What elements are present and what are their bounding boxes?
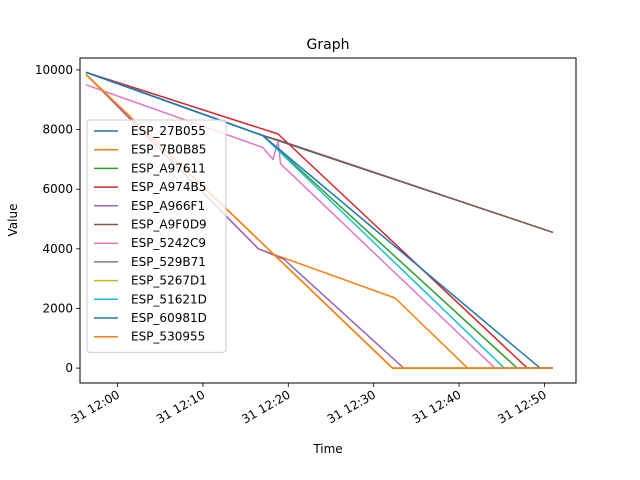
y-tick-label: 0 (65, 361, 73, 375)
y-axis: 0 2000 4000 6000 8000 10000 (35, 63, 80, 375)
legend-label: ESP_529B71 (131, 255, 206, 269)
legend-label: ESP_530955 (131, 330, 205, 344)
y-tick-label: 8000 (42, 123, 73, 137)
legend-label: ESP_7B0B85 (131, 143, 206, 157)
x-axis-title: Time (312, 442, 342, 456)
legend-label: ESP_5242C9 (131, 236, 206, 250)
legend-label: ESP_A966F1 (131, 199, 205, 213)
legend-box (86, 119, 227, 353)
y-tick-label: 4000 (42, 242, 73, 256)
legend-label: ESP_A974B5 (131, 180, 206, 194)
legend-label: ESP_5267D1 (131, 274, 207, 288)
legend-label: ESP_51621D (131, 292, 207, 306)
legend-label: ESP_A97611 (131, 161, 206, 175)
legend: ESP_27B055 ESP_7B0B85 ESP_A97611 ESP_A974B5… (86, 119, 227, 353)
legend-label: ESP_27B055 (131, 124, 206, 138)
plot-area-frame (79, 57, 577, 384)
y-axis-title: Value (6, 204, 20, 237)
y-tick-label: 6000 (42, 182, 73, 196)
legend-label: ESP_60981D (131, 311, 207, 325)
y-tick-label: 10000 (35, 63, 73, 77)
y-tick-label: 2000 (42, 301, 73, 315)
chart-title: Graph (307, 37, 350, 53)
legend-label: ESP_A9F0D9 (131, 218, 207, 232)
